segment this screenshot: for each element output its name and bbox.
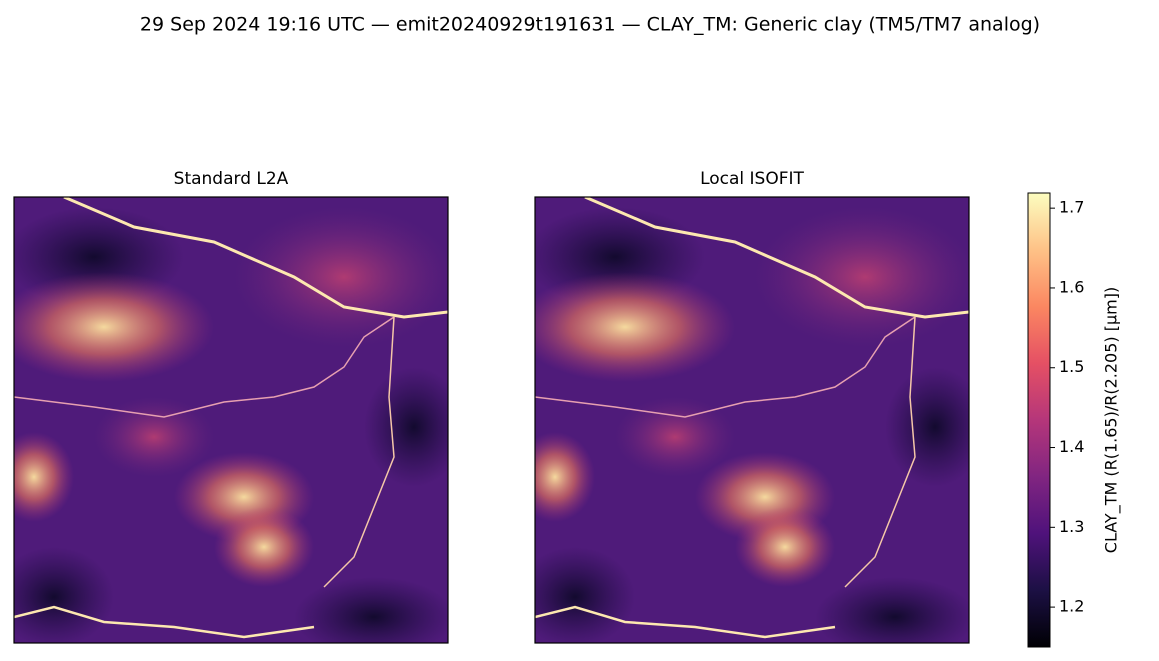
panel-title: Local ISOFIT xyxy=(700,169,804,189)
colorbar-tick-label: 1.5 xyxy=(1059,357,1084,376)
panel-frame xyxy=(13,196,449,644)
heatmap-image xyxy=(535,197,969,643)
colorbar xyxy=(1027,192,1051,648)
colorbar-tick-label: 1.3 xyxy=(1059,517,1084,536)
heatmap-image xyxy=(14,197,448,643)
panel-frame xyxy=(534,196,970,644)
colorbar-tick-label: 1.2 xyxy=(1059,597,1084,616)
colorbar-tick-label: 1.4 xyxy=(1059,437,1084,456)
colorbar-label: CLAY_TM (R(1.65)/R(2.205) [µm]) xyxy=(1102,287,1122,553)
colorbar-tick-label: 1.6 xyxy=(1059,277,1084,296)
panel-title: Standard L2A xyxy=(174,169,289,189)
colorbar-tick-label: 1.7 xyxy=(1059,198,1084,217)
figure-title: 29 Sep 2024 19:16 UTC — emit20240929t191… xyxy=(140,14,1040,36)
